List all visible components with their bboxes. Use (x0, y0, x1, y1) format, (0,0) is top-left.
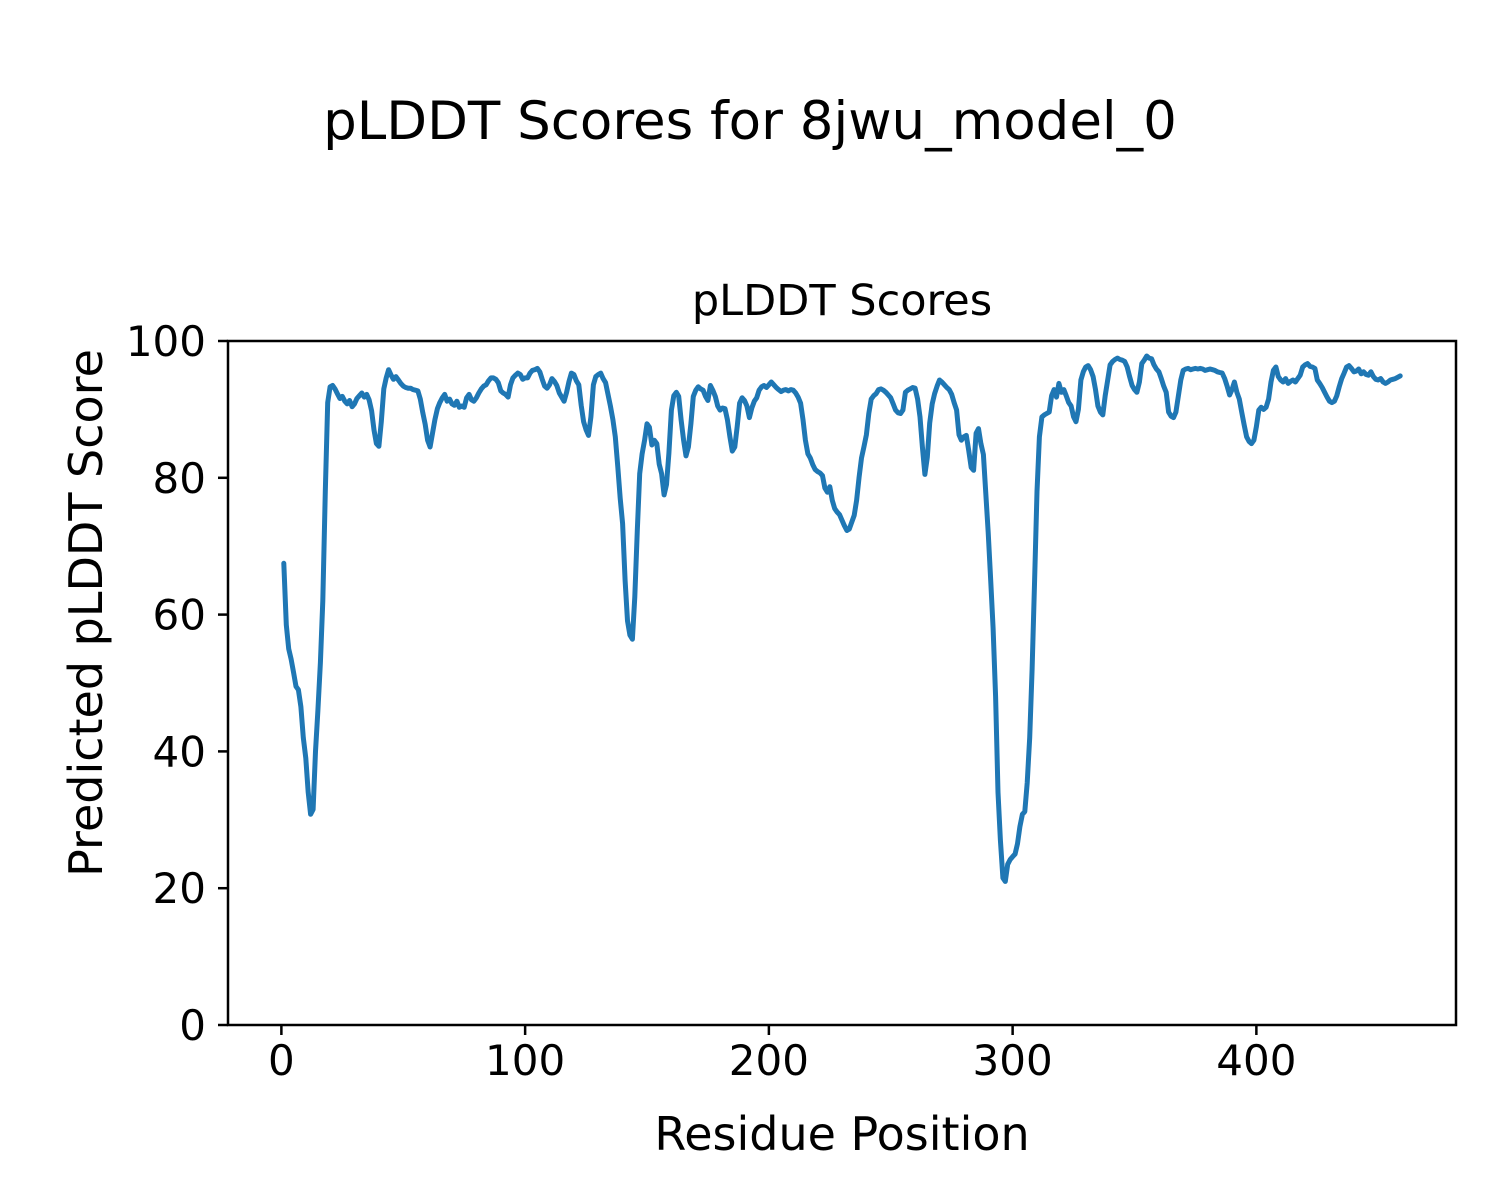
x-tick-label: 0 (268, 1036, 295, 1085)
y-tick-label: 40 (153, 727, 206, 776)
y-tick-label: 100 (126, 317, 206, 366)
y-tick-label: 0 (179, 1001, 206, 1050)
x-axis-ticks: 0 100 200 300 400 (268, 1025, 1296, 1085)
plddt-score-line (281, 353, 1403, 884)
plot-frame (226, 339, 1458, 1027)
figure-title: pLDDT Scores for 8jwu_model_0 (323, 91, 1177, 152)
y-tick-label: 80 (153, 454, 206, 503)
x-tick-label: 300 (973, 1036, 1053, 1085)
y-tick-label: 60 (153, 591, 206, 640)
x-tick-label: 100 (485, 1036, 565, 1085)
axes-title: pLDDT Scores (692, 276, 992, 326)
x-tick-label: 200 (729, 1036, 809, 1085)
y-tick-label: 20 (153, 864, 206, 913)
y-axis-label: Predicted pLDDT Score (59, 349, 113, 877)
y-axis-ticks: 0 20 40 60 80 100 (126, 317, 228, 1050)
x-tick-label: 400 (1216, 1036, 1296, 1085)
x-axis-label: Residue Position (654, 1107, 1029, 1161)
plot-area: 0 100 200 300 400 0 20 40 60 80 100 (126, 317, 1458, 1085)
